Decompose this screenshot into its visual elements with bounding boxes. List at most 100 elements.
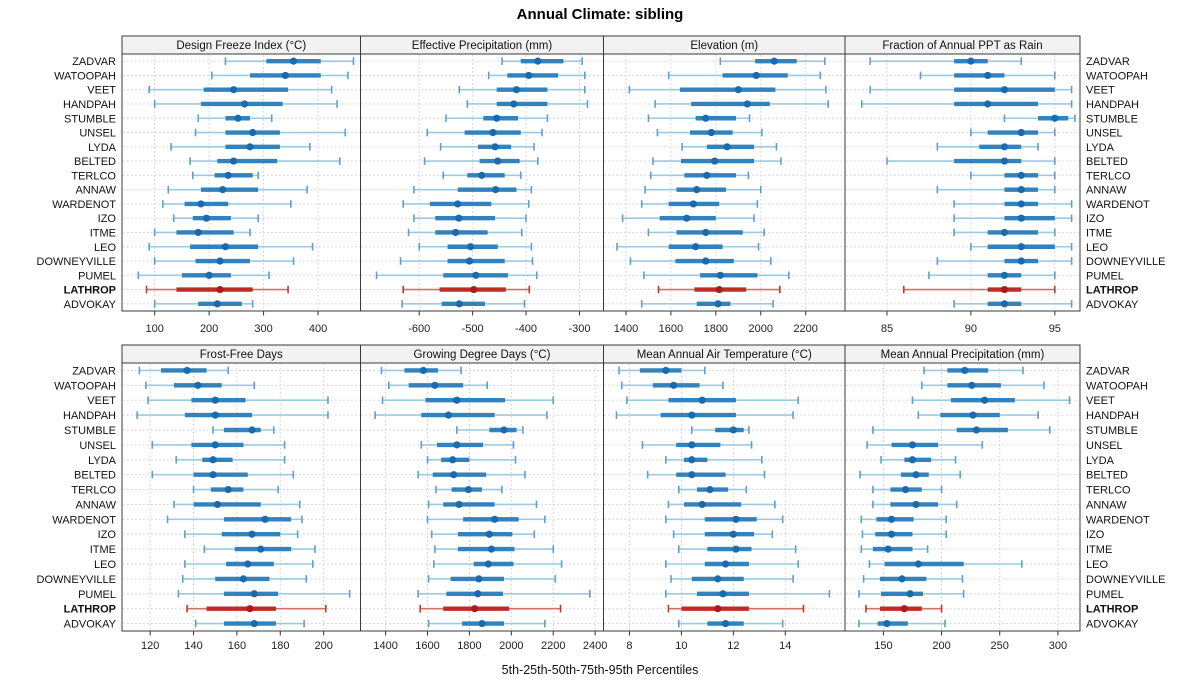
svg-text:14: 14 [779, 640, 791, 652]
svg-text:10: 10 [675, 640, 687, 652]
svg-text:Growing Degree Days (°C): Growing Degree Days (°C) [414, 349, 551, 361]
percentile-row-handpah [466, 100, 589, 108]
percentile-row-unsel [420, 441, 515, 449]
percentile-row-lathrop [865, 604, 943, 613]
percentile-row-lyda [681, 143, 778, 151]
percentile-row-lathrop [657, 285, 781, 294]
svg-text:WATOOPAH: WATOOPAH [1086, 70, 1148, 82]
percentile-row-unsel [151, 441, 286, 449]
svg-text:ITME: ITME [90, 227, 116, 239]
percentile-row-leo [184, 560, 314, 568]
svg-text:STUMBLE: STUMBLE [64, 425, 116, 437]
percentile-row-veet [869, 85, 1073, 94]
svg-text:2200: 2200 [793, 323, 817, 335]
svg-text:1800: 1800 [457, 640, 481, 652]
svg-text:TERLCO: TERLCO [71, 485, 116, 497]
svg-text:PUMEL: PUMEL [1086, 270, 1124, 282]
percentile-row-wardenot [953, 200, 1073, 208]
percentile-row-belted [417, 470, 526, 479]
percentile-row-lathrop [402, 285, 531, 294]
panel-mean-annual-precipitation-mm: 150 200 250 300 Mean Annual Precipitation (m… [844, 344, 1081, 652]
percentile-row-leo [148, 242, 314, 251]
svg-text:LEO: LEO [94, 242, 116, 254]
percentile-row-zadvar [501, 57, 583, 65]
percentile-row-itme [407, 228, 523, 237]
percentile-row-stumble [690, 426, 750, 434]
percentile-row-lathrop [419, 604, 562, 613]
percentile-row-leo [418, 242, 533, 251]
percentile-row-advokay [640, 300, 774, 308]
svg-text:VEET: VEET [87, 395, 116, 407]
svg-text:IZO: IZO [98, 213, 117, 225]
svg-text:-300: -300 [568, 323, 590, 335]
svg-text:BELTED: BELTED [74, 156, 116, 168]
svg-text:ZADVAR: ZADVAR [1086, 56, 1130, 68]
percentile-row-stumble [647, 114, 751, 123]
svg-text:Design Freeze Index (°C): Design Freeze Index (°C) [176, 40, 306, 52]
percentile-row-leo [665, 560, 800, 568]
svg-text:250: 250 [991, 640, 1009, 652]
percentile-row-wardenot [162, 200, 292, 208]
percentile-row-downeyville [936, 257, 1073, 265]
svg-text:WATOOPAH: WATOOPAH [54, 70, 116, 82]
percentile-row-pumel [137, 271, 270, 280]
percentile-row-annaw [667, 500, 776, 509]
svg-text:ANNAW: ANNAW [75, 499, 116, 511]
svg-text:ADVOKAY: ADVOKAY [64, 299, 117, 311]
percentile-row-handpah [917, 411, 1039, 419]
percentile-row-annaw [936, 185, 1056, 194]
svg-text:400: 400 [309, 323, 327, 335]
percentile-row-pumel [417, 589, 591, 598]
percentile-row-unsel [970, 128, 1056, 137]
svg-text:300: 300 [254, 323, 272, 335]
svg-text:WARDENOT: WARDENOT [52, 514, 116, 526]
panel-frost-free-days: 120 140 160 180 200 Frost-Free Days [121, 344, 361, 652]
percentile-row-terlco [649, 171, 750, 180]
svg-text:LYDA: LYDA [88, 455, 117, 467]
percentile-row-annaw [167, 185, 308, 194]
svg-text:LYDA: LYDA [1086, 142, 1115, 154]
svg-text:-400: -400 [515, 323, 537, 335]
percentile-row-izo [172, 214, 259, 222]
percentile-row-advokay [427, 619, 546, 628]
percentile-row-terlco [435, 485, 503, 494]
svg-text:WATOOPAH: WATOOPAH [54, 380, 116, 392]
svg-text:TERLCO: TERLCO [1086, 170, 1131, 182]
svg-text:IZO: IZO [98, 529, 117, 541]
percentile-row-izo [861, 530, 948, 539]
percentile-row-unsel [426, 128, 543, 137]
svg-text:TERLCO: TERLCO [71, 170, 116, 182]
svg-text:160: 160 [228, 640, 246, 652]
svg-text:HANDPAH: HANDPAH [63, 410, 116, 422]
percentile-row-zadvar [618, 366, 706, 375]
svg-text:100: 100 [145, 323, 163, 335]
percentile-row-zadvar [869, 57, 1023, 65]
percentile-row-izo [430, 530, 536, 539]
percentile-row-advokay [153, 300, 254, 308]
svg-text:LEO: LEO [1086, 242, 1108, 254]
percentile-row-terlco [678, 485, 748, 494]
percentile-row-lyda [665, 455, 763, 464]
svg-text:90: 90 [965, 323, 977, 335]
percentile-row-annaw [413, 185, 533, 194]
percentile-row-downeyville [862, 575, 964, 583]
percentile-row-unsel [866, 441, 984, 449]
svg-text:12: 12 [727, 640, 739, 652]
svg-text:UNSEL: UNSEL [1086, 440, 1123, 452]
svg-text:WARDENOT: WARDENOT [1086, 199, 1150, 211]
svg-text:VEET: VEET [87, 85, 116, 97]
percentile-row-veet [147, 396, 329, 405]
percentile-row-itme [678, 545, 797, 553]
svg-text:ADVOKAY: ADVOKAY [1086, 299, 1139, 311]
percentile-row-advokay [953, 300, 1073, 308]
svg-text:180: 180 [271, 640, 289, 652]
svg-text:PUMEL: PUMEL [1086, 589, 1124, 601]
svg-text:ITME: ITME [1086, 227, 1112, 239]
percentile-row-terlco [191, 171, 259, 180]
percentile-row-handpah [860, 100, 1073, 108]
percentile-row-unsel [641, 441, 753, 449]
percentile-row-downeyville [427, 575, 557, 583]
svg-text:2000: 2000 [749, 323, 773, 335]
percentile-row-stumble [1003, 114, 1076, 123]
svg-text:VEET: VEET [1086, 395, 1115, 407]
